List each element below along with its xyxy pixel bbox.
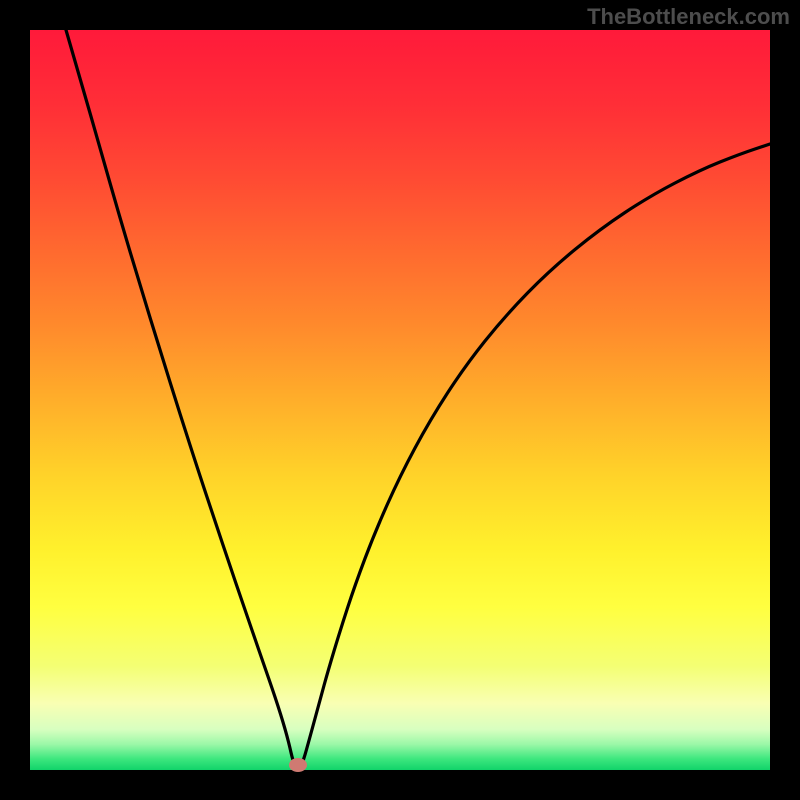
watermark-text: TheBottleneck.com <box>587 4 790 30</box>
bottleneck-curve <box>30 30 770 770</box>
watermark-label: TheBottleneck.com <box>587 4 790 29</box>
plot-area <box>30 30 770 770</box>
optimal-point-marker <box>289 758 307 772</box>
chart-frame: TheBottleneck.com <box>0 0 800 800</box>
